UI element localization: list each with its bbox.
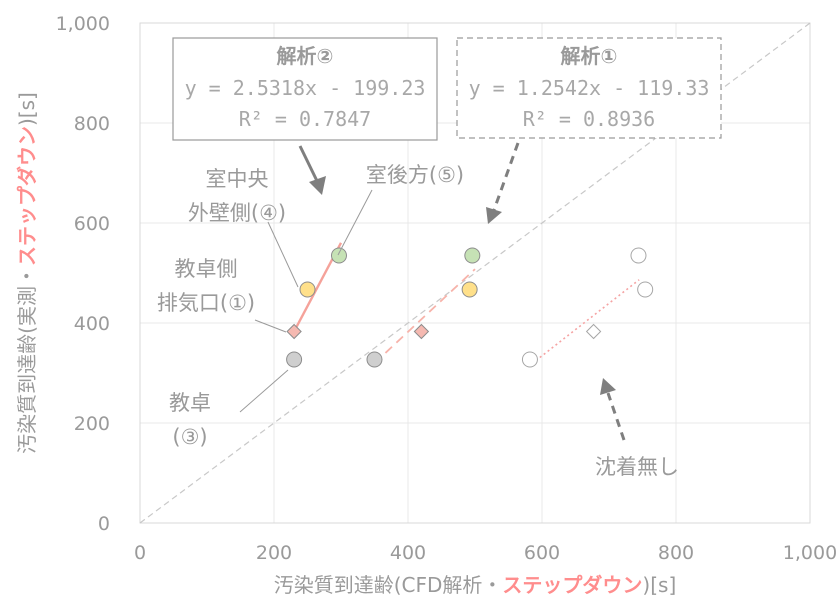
arrow-to-analysis-1 <box>486 142 520 224</box>
leader-line-center <box>267 221 299 288</box>
y-tick-labels: 0 200 400 600 800 1,000 <box>56 13 110 535</box>
x-tick-label: 600 <box>524 542 560 564</box>
equation-box-title: 解析② <box>277 44 334 68</box>
plot-area-border <box>139 22 811 524</box>
x-tick-label: 1,000 <box>783 542 837 564</box>
label-desk-line2: (③) <box>172 425 207 449</box>
x-tick-label: 800 <box>658 542 694 564</box>
trendline <box>531 279 640 365</box>
label-no-deposit: 沈着無し <box>595 455 679 479</box>
y-tick-label: 600 <box>74 213 110 235</box>
x-tick-labels: 0 200 400 600 800 1,000 <box>134 542 837 564</box>
data-point-circle <box>366 351 383 368</box>
y-axis-title: 汚染質到達齢(実測・ステップダウン)[s] <box>15 92 39 454</box>
label-back: 室後方(⑤) <box>366 163 464 187</box>
equation-box-analysis-2: 解析② y = 2.5318x - 199.23 R² = 0.7847 <box>172 37 438 141</box>
label-desk-line1: 教卓 <box>169 391 211 415</box>
data-point-circle <box>461 281 478 298</box>
data-point-diamond <box>413 323 430 340</box>
y-tick-label: 400 <box>74 313 110 335</box>
equation-text: y = 2.5318x - 199.23 <box>185 76 426 100</box>
data-point-circle <box>330 247 347 264</box>
label-exhaust-line1: 教卓側 <box>175 257 238 281</box>
equation-box-analysis-1: 解析① y = 1.2542x - 119.33 R² = 0.8936 <box>456 37 722 139</box>
y-tick-label: 1,000 <box>56 13 110 35</box>
x-tick-label: 200 <box>256 542 292 564</box>
data-point-circle <box>286 351 303 368</box>
label-center-line2: 外壁側(④) <box>188 201 286 225</box>
leader-line-back <box>337 189 373 256</box>
equation-box-title: 解析① <box>561 44 618 68</box>
leader-line-exhaust <box>254 319 287 333</box>
arrow-to-analysis-2 <box>298 145 326 195</box>
data-points <box>286 247 654 368</box>
arrow-to-no-deposit <box>600 378 626 441</box>
label-center-line1: 室中央 <box>206 167 269 191</box>
label-exhaust-line2: 排気口(①) <box>157 291 255 315</box>
leader-line-desk <box>239 369 289 413</box>
data-point-circle <box>464 247 481 264</box>
r-squared-text: R² = 0.8936 <box>523 107 655 131</box>
data-point-circle <box>521 351 538 368</box>
r-squared-text: R² = 0.7847 <box>239 107 371 131</box>
trendline <box>373 268 476 364</box>
x-tick-label: 400 <box>390 542 426 564</box>
y-tick-label: 0 <box>98 513 110 535</box>
data-point-diamond <box>585 323 602 340</box>
data-point-circle <box>630 247 647 264</box>
y-tick-label: 800 <box>74 113 110 135</box>
data-point-circle <box>637 281 654 298</box>
x-axis-title: 汚染質到達齢(CFD解析・ステップダウン)[s] <box>274 573 677 597</box>
data-point-diamond <box>286 323 302 340</box>
equation-text: y = 1.2542x - 119.33 <box>469 76 710 100</box>
x-tick-label: 0 <box>134 542 146 564</box>
data-point-circle <box>299 281 316 298</box>
y-tick-label: 200 <box>74 413 110 435</box>
